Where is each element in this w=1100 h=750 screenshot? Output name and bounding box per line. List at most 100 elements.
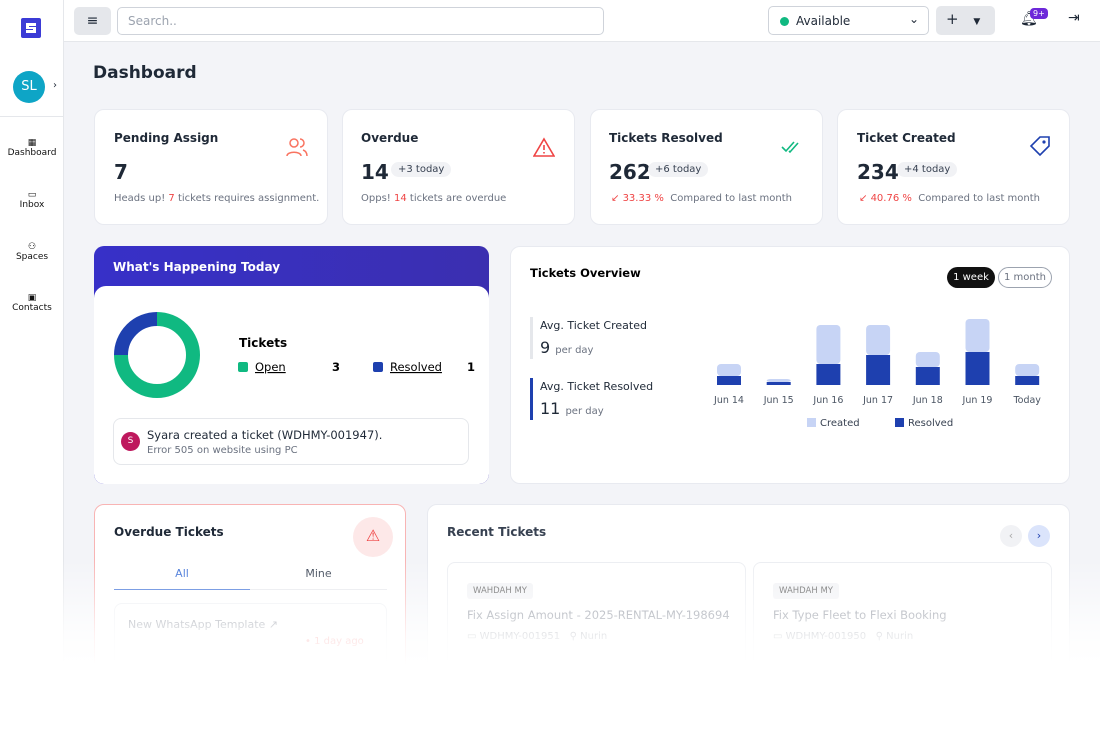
note-suffix: tickets requires assignment. <box>177 193 320 204</box>
ticket-time-text: 1 day ago <box>314 636 364 647</box>
avg-label: Avg. Ticket Resolved <box>540 380 654 393</box>
stat-note: Heads up! 7 tickets requires assignment. <box>114 193 319 204</box>
chevron: ⌄ <box>908 12 919 26</box>
logo <box>21 18 41 38</box>
avg-value: 9 per day <box>540 338 593 357</box>
avatar[interactable]: SL <box>13 71 45 103</box>
avg-number: 11 <box>540 399 561 418</box>
stat-value: 234 <box>857 160 899 184</box>
activity-avatar: S <box>121 432 140 451</box>
bar-segment <box>915 352 940 367</box>
nav-dashboard[interactable]: ▦ Dashboard <box>0 138 64 158</box>
stat-badge: +6 today <box>648 162 709 177</box>
bar-segment <box>1015 364 1040 376</box>
ticket-assignee: Nurin <box>886 631 914 642</box>
ticket-title: Fix Assign Amount - 2025-RENTAL-MY-19869… <box>467 608 730 622</box>
card-title: Recent Tickets <box>447 525 547 539</box>
ticket-tag: WAHDAH MY <box>773 583 839 599</box>
donut-chart: Open 3 Resolved 1 Tickets <box>114 312 475 398</box>
ticket-card[interactable]: WAHDAH MY Fix Type Fleet to Flexi Bookin… <box>753 562 1052 672</box>
avg-unit: per day <box>555 345 594 356</box>
add-button[interactable]: + ▼ <box>936 6 995 35</box>
ticket-id: WDHMY-001950 <box>785 631 867 642</box>
donut-segment <box>114 312 200 398</box>
stat-card: Ticket Created 234 +4 today ↙ 40.76 % Co… <box>837 109 1070 225</box>
stat-title: Overdue <box>361 131 419 145</box>
tab-all[interactable]: All <box>175 567 189 580</box>
menu-button[interactable]: ≡ <box>74 7 111 35</box>
activity-detail: Error 505 on website using PC <box>147 445 298 456</box>
bar-segment <box>1015 376 1040 385</box>
nav-label: Inbox <box>19 200 45 210</box>
chevron[interactable]: › <box>53 80 57 91</box>
tab-mine[interactable]: Mine <box>305 567 332 580</box>
warning-icon <box>533 137 555 157</box>
bar-segment <box>866 355 891 385</box>
range-button[interactable]: 1 month <box>998 267 1052 288</box>
nav-icon: ▭ <box>27 190 37 200</box>
overview-card: 1 week 1 month Avg. Ticket Created 9 per… <box>510 246 1070 484</box>
tab-active-line <box>114 589 250 590</box>
stat-value: 14 <box>361 160 389 184</box>
ticket-card[interactable]: WAHDAH MY Fix Assign Amount - 2025-RENTA… <box>447 562 746 672</box>
prev-button[interactable]: ‹ <box>1000 525 1022 547</box>
range-button[interactable]: 1 week <box>947 267 995 288</box>
ticket-title-text: New WhatsApp Template <box>128 618 266 631</box>
legend-label: Open <box>255 360 286 374</box>
bar-segment <box>717 376 741 385</box>
x-tick-label: Jun 14 <box>713 395 744 406</box>
legend-swatch <box>895 418 904 427</box>
notification-badge: 9+ <box>1030 8 1048 19</box>
ticket-tag: WAHDAH MY <box>467 583 533 599</box>
next-button[interactable]: › <box>1028 525 1050 547</box>
stat-badge: +4 today <box>897 162 958 177</box>
avg-value: 11 per day <box>540 399 604 418</box>
note-prefix: Heads up! <box>114 193 166 204</box>
activity-text: Syara created a ticket (WDHMY-001947). <box>147 428 383 442</box>
stat-value: 262 <box>609 160 651 184</box>
nav-icon: ⚇ <box>27 242 37 252</box>
nav-label: Contacts <box>12 303 52 313</box>
stat-card: Overdue 14 +3 today Opps! 14 tickets are… <box>342 109 575 225</box>
change-value: 33.33 % <box>622 193 664 204</box>
nav-spaces[interactable]: ⚇ Spaces <box>0 242 64 262</box>
ticket-meta: ▭ WDHMY-001950 ⚲ Nurin <box>773 631 914 642</box>
bar-segment <box>816 325 841 364</box>
note-count: 14 <box>393 193 407 204</box>
status-select[interactable]: Available ⌄ <box>768 6 929 35</box>
legend-label: Created <box>820 418 860 429</box>
avg-unit: per day <box>565 406 604 417</box>
change-value: 40.76 % <box>870 193 912 204</box>
page-title: Dashboard <box>93 63 197 83</box>
legend-swatch <box>807 418 816 427</box>
stat-card: Pending Assign 7 Heads up! 7 tickets req… <box>94 109 328 225</box>
sidebar: SL › ▦ Dashboard ▭ Inbox ⚇ Spaces ▣ Contacts <box>0 0 64 662</box>
search-input[interactable]: Search.. <box>117 7 604 35</box>
ticket-item[interactable]: New WhatsApp Template ↗ • 1 day ago <box>114 603 387 673</box>
nav-contacts[interactable]: ▣ Contacts <box>0 293 64 313</box>
nav-label: Dashboard <box>7 148 57 158</box>
nav-inbox[interactable]: ▭ Inbox <box>0 190 64 210</box>
donut-title: Tickets <box>239 336 287 350</box>
legend-swatch <box>373 362 383 372</box>
legend-label: Resolved <box>908 418 953 429</box>
note-count: 7 <box>168 193 175 204</box>
ticket-title: New WhatsApp Template ↗ <box>128 618 279 631</box>
stat-note: ↙ 40.76 % Compared to last month <box>859 193 1040 204</box>
stat-badge: +3 today <box>391 162 452 177</box>
warning-icon: ⚠ <box>353 517 393 557</box>
tag-icon <box>1029 136 1050 157</box>
legend-value: 3 <box>332 360 340 374</box>
stat-note: Opps! 14 tickets are overdue <box>361 193 506 204</box>
avg-bar <box>530 378 533 420</box>
stat-title: Ticket Created <box>857 131 956 145</box>
stat-note: ↙ 33.33 % Compared to last month <box>611 193 792 204</box>
logout-button[interactable]: ⇥ <box>1068 10 1080 26</box>
legend-value: 1 <box>467 360 475 374</box>
overdue-card: Overdue Tickets ⚠ All Mine New WhatsApp … <box>94 504 406 684</box>
card-title: What's Happening Today <box>113 260 281 274</box>
bar-segment <box>965 352 990 385</box>
nav-icon: ▦ <box>27 138 37 148</box>
change: ↙ 40.76 % <box>859 193 912 204</box>
bar-segment <box>816 364 841 385</box>
